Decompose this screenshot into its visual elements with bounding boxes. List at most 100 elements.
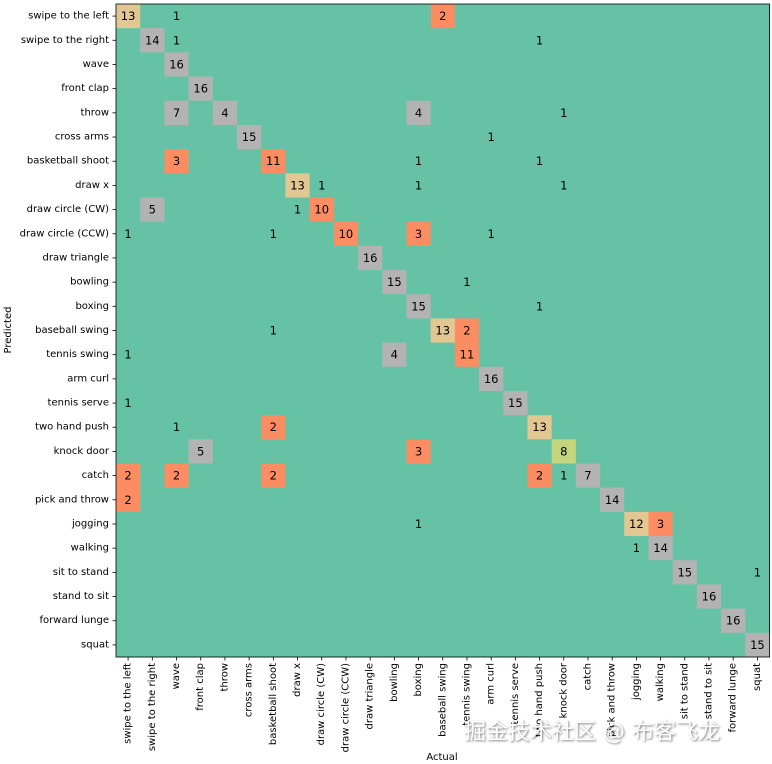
heatmap-cell: [745, 149, 770, 174]
heatmap-cells: [116, 4, 770, 658]
heatmap-cell: [382, 318, 407, 343]
heatmap-cell: [454, 28, 480, 53]
cell-value-label: 13: [435, 324, 450, 338]
heatmap-cell: [285, 487, 311, 513]
heatmap-cell: [527, 149, 553, 174]
heatmap-cell: [164, 415, 190, 440]
heatmap-cell: [551, 124, 577, 150]
heatmap-cell: [382, 76, 407, 102]
heatmap-cell: [430, 511, 456, 537]
heatmap-cell: [237, 52, 262, 77]
heatmap-cell: [333, 439, 359, 464]
heatmap-cell: [600, 632, 625, 658]
heatmap-cell: [116, 366, 141, 392]
heatmap-cell: [624, 487, 649, 513]
heatmap-cell: [575, 221, 601, 247]
heatmap-cell: [164, 390, 190, 416]
y-tick-label: bowling: [70, 277, 109, 288]
heatmap-cell: [188, 439, 214, 464]
heatmap-cell: [479, 463, 504, 489]
heatmap-cell: [624, 366, 649, 392]
heatmap-cell: [382, 366, 407, 392]
heatmap-cell: [624, 76, 649, 102]
heatmap-cell: [721, 76, 746, 102]
heatmap-cell: [237, 584, 262, 610]
cell-value-label: 2: [439, 9, 446, 23]
heatmap-cell: [309, 318, 335, 343]
heatmap-cell: [430, 342, 456, 368]
heatmap-cell: [116, 536, 141, 561]
y-tick-label: stand to sit: [53, 591, 109, 602]
heatmap-cell: [454, 124, 480, 150]
heatmap-cell: [745, 415, 770, 440]
heatmap-cell: [358, 173, 383, 198]
heatmap-cell: [116, 270, 141, 295]
heatmap-cell: [454, 560, 480, 585]
heatmap-cell: [527, 584, 553, 610]
heatmap-cell: [551, 318, 577, 343]
heatmap-cell: [479, 632, 504, 658]
heatmap-cell: [430, 415, 456, 440]
heatmap-cell: [648, 245, 674, 271]
cell-value-label: 10: [314, 203, 329, 217]
heatmap-cell: [358, 245, 383, 271]
y-tick-label: two hand push: [35, 422, 109, 433]
heatmap-cell: [624, 390, 649, 416]
heatmap-cell: [479, 124, 504, 150]
heatmap-cell: [406, 28, 432, 53]
cell-value-label: 1: [173, 33, 180, 47]
y-axis-label: Predicted: [3, 307, 14, 354]
heatmap-cell: [333, 76, 359, 102]
heatmap-cell: [261, 76, 286, 102]
heatmap-cell: [503, 318, 528, 343]
x-tick-label: draw circle (CW): [316, 663, 327, 745]
heatmap-cell: [527, 487, 553, 513]
heatmap-cell: [261, 173, 286, 198]
heatmap-cell: [696, 245, 722, 271]
heatmap-cell: [479, 28, 504, 53]
heatmap-cell: [406, 173, 432, 198]
heatmap-cell: [285, 536, 311, 561]
heatmap-cell: [382, 342, 407, 368]
heatmap-cell: [116, 318, 141, 343]
heatmap-cell: [309, 100, 335, 126]
heatmap-cell: [309, 608, 335, 634]
heatmap-cell: [188, 318, 214, 343]
heatmap-cell: [140, 221, 165, 247]
heatmap-cell: [479, 415, 504, 440]
heatmap-cell: [648, 173, 674, 198]
heatmap-cell: [527, 536, 553, 561]
heatmap-cell: [479, 390, 504, 416]
heatmap-cell: [479, 560, 504, 585]
heatmap-cell: [237, 439, 262, 464]
heatmap-cell: [745, 463, 770, 489]
x-tick-label: tennis serve: [510, 663, 521, 724]
heatmap-cell: [406, 560, 432, 585]
heatmap-cell: [696, 318, 722, 343]
heatmap-cell: [237, 536, 262, 561]
cell-value-label: 2: [124, 493, 131, 507]
heatmap-cell: [212, 511, 238, 537]
heatmap-cell: [309, 390, 335, 416]
heatmap-cell: [648, 439, 674, 464]
heatmap-cell: [551, 487, 577, 513]
heatmap-cell: [648, 390, 674, 416]
heatmap-cell: [551, 221, 577, 247]
heatmap-cell: [696, 439, 722, 464]
heatmap-cell: [745, 100, 770, 126]
heatmap-cell: [696, 390, 722, 416]
heatmap-cell: [212, 608, 238, 634]
heatmap-cell: [527, 173, 553, 198]
heatmap-cell: [479, 76, 504, 102]
heatmap-cell: [261, 487, 286, 513]
heatmap-cell: [358, 390, 383, 416]
heatmap-cell: [140, 487, 165, 513]
heatmap-cell: [237, 318, 262, 343]
heatmap-cell: [188, 560, 214, 585]
heatmap-cell: [575, 342, 601, 368]
heatmap-cell: [600, 4, 625, 29]
heatmap-cell: [745, 584, 770, 610]
heatmap-cell: [406, 221, 432, 247]
heatmap-cell: [745, 197, 770, 223]
heatmap-cell: [721, 52, 746, 77]
